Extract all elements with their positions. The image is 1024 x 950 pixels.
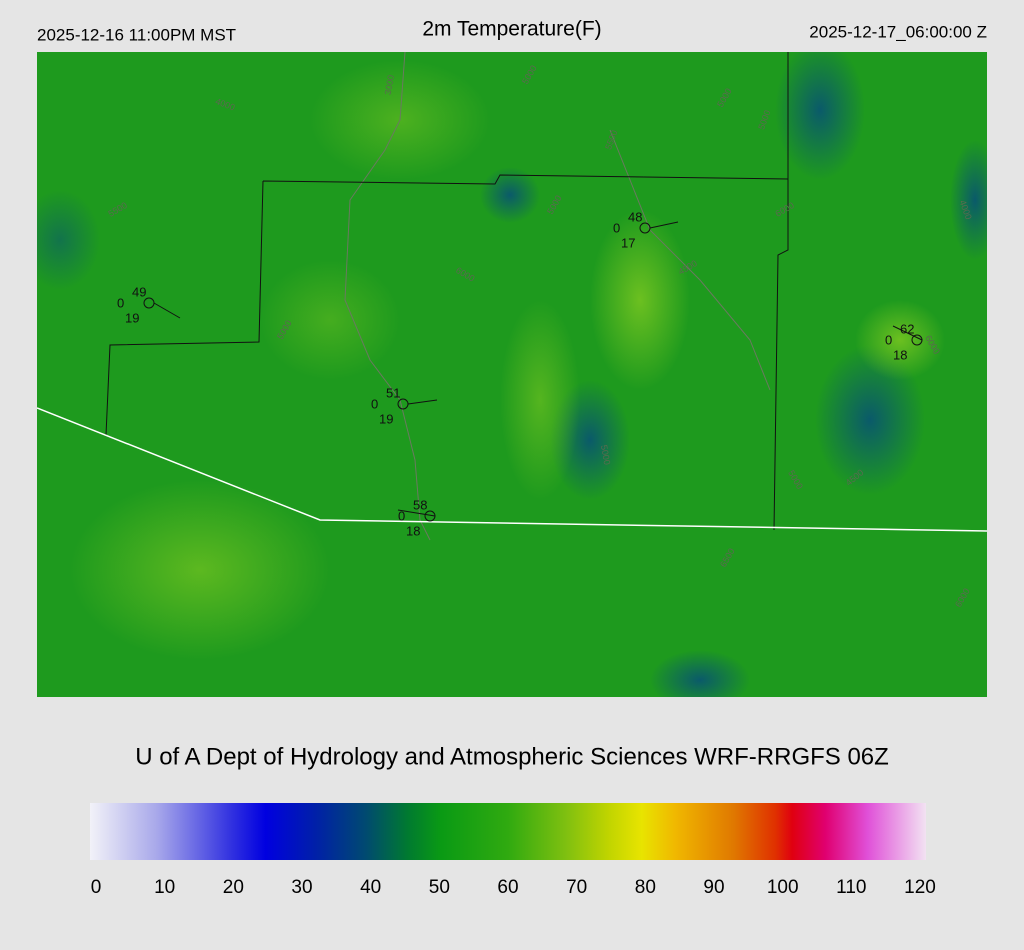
temperature: 62 <box>900 321 914 336</box>
wind-barb <box>397 509 436 517</box>
footer: U of A Dept of Hydrology and Atmospheric… <box>135 743 889 770</box>
colorbar-tick-label: 100 <box>767 877 799 898</box>
wind-barb <box>649 221 679 229</box>
dewpoint: 19 <box>125 310 139 325</box>
colorbar-tick-label: 80 <box>635 877 656 898</box>
wind-barb <box>892 325 923 341</box>
colorbar-tick-label: 60 <box>497 877 518 898</box>
colorbar-tick-label: 110 <box>836 877 866 898</box>
colorbar-tick-label: 90 <box>703 877 724 898</box>
colorbar-tick-label: 70 <box>566 877 587 898</box>
station-middle: 0 <box>117 295 124 310</box>
colorbar-tick-label: 0 <box>91 877 102 898</box>
colorbar-tick-label: 120 <box>904 877 936 898</box>
colorbar-tick-label: 50 <box>429 877 450 898</box>
valid-local: 2025-12-16 11:00PM MST <box>37 25 236 44</box>
map <box>37 52 987 697</box>
colorbar <box>90 803 926 860</box>
temperature: 58 <box>413 497 427 512</box>
station-middle: 0 <box>371 396 378 411</box>
colorbar-tick-label: 40 <box>360 877 381 898</box>
dewpoint: 18 <box>406 523 420 538</box>
dewpoint: 17 <box>621 235 635 250</box>
colorbar-tick-label: 20 <box>223 877 244 898</box>
valid-utc: 2025-12-17_06:00:00 Z <box>809 22 987 41</box>
colorbar-tick-label: 10 <box>154 877 175 898</box>
station-middle: 0 <box>613 220 620 235</box>
contour-label: 3000 <box>383 74 396 95</box>
wind-barb <box>153 302 181 319</box>
title: 2m Temperature(F) <box>422 18 601 41</box>
station-middle: 0 <box>398 508 405 523</box>
wind-barb <box>407 399 438 405</box>
contour-label: 5000 <box>599 444 612 465</box>
temperature: 51 <box>386 385 400 400</box>
dewpoint: 19 <box>379 411 393 426</box>
dewpoint: 18 <box>893 347 907 362</box>
temperature: 49 <box>132 284 146 299</box>
colorbar-tick-label: 30 <box>291 877 312 898</box>
station-middle: 0 <box>885 332 892 347</box>
temperature: 48 <box>628 209 642 224</box>
